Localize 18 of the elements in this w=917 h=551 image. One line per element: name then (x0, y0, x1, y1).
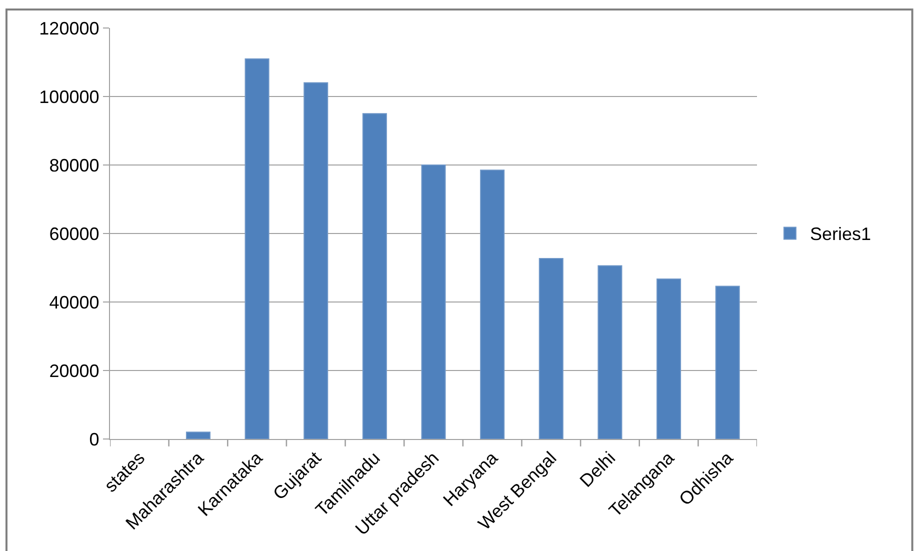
y-tick-label: 120000 (39, 18, 100, 38)
bar (538, 258, 564, 439)
bar (244, 58, 270, 439)
y-tick-label: 40000 (49, 292, 100, 312)
legend-label: Series1 (810, 224, 871, 244)
bar (186, 432, 210, 439)
y-tick-label: 60000 (49, 224, 100, 244)
bar (598, 265, 622, 439)
bar (362, 113, 387, 439)
bar (715, 286, 740, 439)
bar (480, 170, 505, 439)
y-tick-label: 80000 (49, 155, 100, 176)
y-tick-label: 0 (89, 429, 100, 450)
bar (304, 82, 328, 439)
y-tick-label: 20000 (49, 360, 100, 381)
bar (656, 278, 682, 439)
bar (421, 164, 446, 439)
y-tick-label: 100000 (39, 86, 100, 107)
